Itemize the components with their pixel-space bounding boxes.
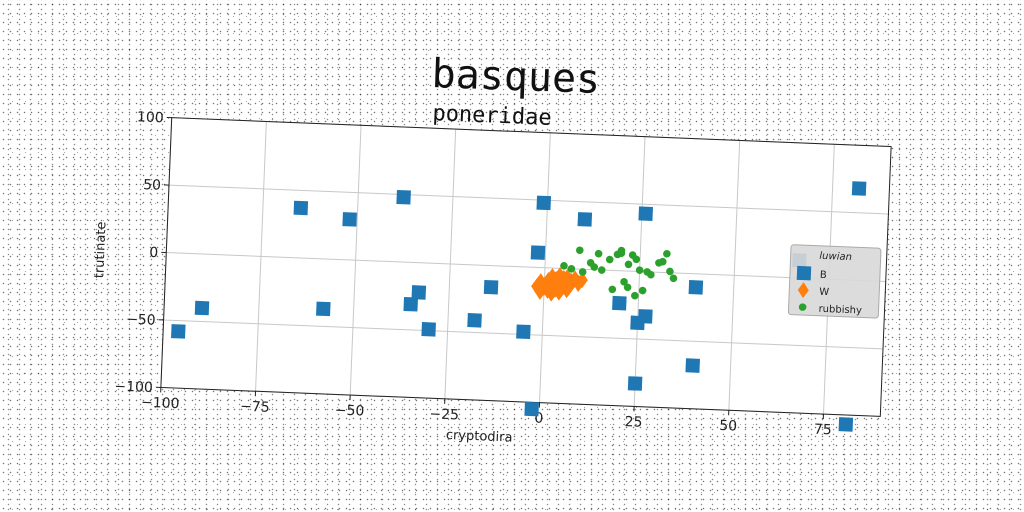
point-b (483, 279, 499, 295)
point-w (554, 267, 566, 284)
point-rubbishy (597, 266, 606, 274)
point-w (569, 270, 581, 287)
point-rubbishy (658, 257, 667, 266)
x-tick-label: 25 (624, 414, 642, 431)
plot-area: −100 −75 −50 −25 0 25 50 75 −100 −50 0 50 100 ponerid… (92, 101, 892, 446)
point-rubbishy (666, 267, 674, 276)
point-rubbishy (594, 249, 603, 258)
legend-marker-w (797, 282, 809, 299)
legend-entry: W (819, 287, 829, 298)
chart-subtitle: poneridae (432, 101, 552, 131)
point-rubbishy (590, 263, 599, 271)
point-rubbishy (575, 246, 584, 255)
x-tick-label: 75 (814, 422, 832, 439)
grid-line-y (168, 184, 889, 215)
x-tick-label: −100 (141, 395, 180, 413)
point-w (545, 285, 557, 302)
point-w (561, 268, 573, 285)
point-w (535, 273, 547, 290)
y-axis-label: trutinate (92, 221, 109, 278)
point-w (538, 277, 550, 294)
point-b (403, 296, 419, 312)
legend-box (787, 244, 882, 319)
point-b (851, 181, 867, 196)
x-tick-label: 50 (719, 418, 737, 435)
chart-title: basques (431, 51, 601, 103)
x-tick-label: −50 (334, 402, 364, 419)
point-rubbishy (643, 268, 651, 276)
point-rubbishy (638, 286, 647, 295)
point-b (685, 358, 700, 373)
point-b (524, 401, 539, 417)
y-tick-label: 0 (149, 245, 159, 261)
point-rubbishy (605, 255, 614, 264)
legend-entry: rubbishy (818, 304, 862, 317)
point-b (194, 300, 210, 316)
point-b (638, 309, 653, 324)
x-tick-label: −75 (240, 399, 270, 416)
point-rubbishy (624, 260, 633, 269)
legend-marker-b (796, 265, 812, 281)
x-tick-label: −25 (429, 406, 459, 423)
grid-line-y (166, 252, 886, 282)
point-rubbishy (617, 249, 626, 258)
point-rubbishy (635, 266, 644, 275)
point-b (516, 324, 531, 340)
point-rubbishy (623, 283, 632, 292)
point-w (561, 282, 573, 299)
point-rubbishy (608, 285, 617, 294)
legend-marker-rubbishy (798, 303, 807, 311)
point-b (396, 189, 411, 205)
point-w (542, 282, 554, 299)
point-rubbishy (632, 255, 641, 264)
point-b (293, 200, 309, 216)
point-b (612, 295, 627, 311)
y-tick-label: 50 (143, 177, 161, 194)
point-rubbishy (578, 268, 587, 276)
point-rubbishy (620, 277, 628, 286)
x-axis-label: cryptodira (446, 428, 513, 446)
legend-entry: B (820, 270, 827, 281)
point-w (572, 275, 584, 292)
point-b (411, 285, 427, 300)
point-b (467, 313, 482, 328)
point-b (536, 195, 552, 211)
point-b (530, 245, 546, 260)
point-b (171, 324, 186, 339)
point-rubbishy (560, 262, 568, 270)
point-w (546, 268, 558, 285)
point-b (838, 417, 854, 432)
point-w (553, 284, 565, 301)
point-b (638, 206, 653, 221)
x-tick-label: 0 (534, 410, 544, 426)
y-tick-label: −50 (126, 311, 156, 328)
point-rubbishy (567, 265, 576, 273)
point-rubbishy (663, 249, 671, 258)
point-b (577, 212, 593, 227)
y-tick-label: 100 (137, 109, 164, 126)
point-b (421, 322, 436, 337)
point-b (316, 301, 331, 317)
legend-title: luwian (819, 251, 852, 263)
point-rubbishy (669, 274, 678, 283)
point-b (342, 212, 357, 227)
y-tick-label: −100 (114, 379, 153, 397)
point-rubbishy (631, 291, 639, 300)
point-b (627, 376, 643, 391)
point-b (688, 280, 704, 295)
